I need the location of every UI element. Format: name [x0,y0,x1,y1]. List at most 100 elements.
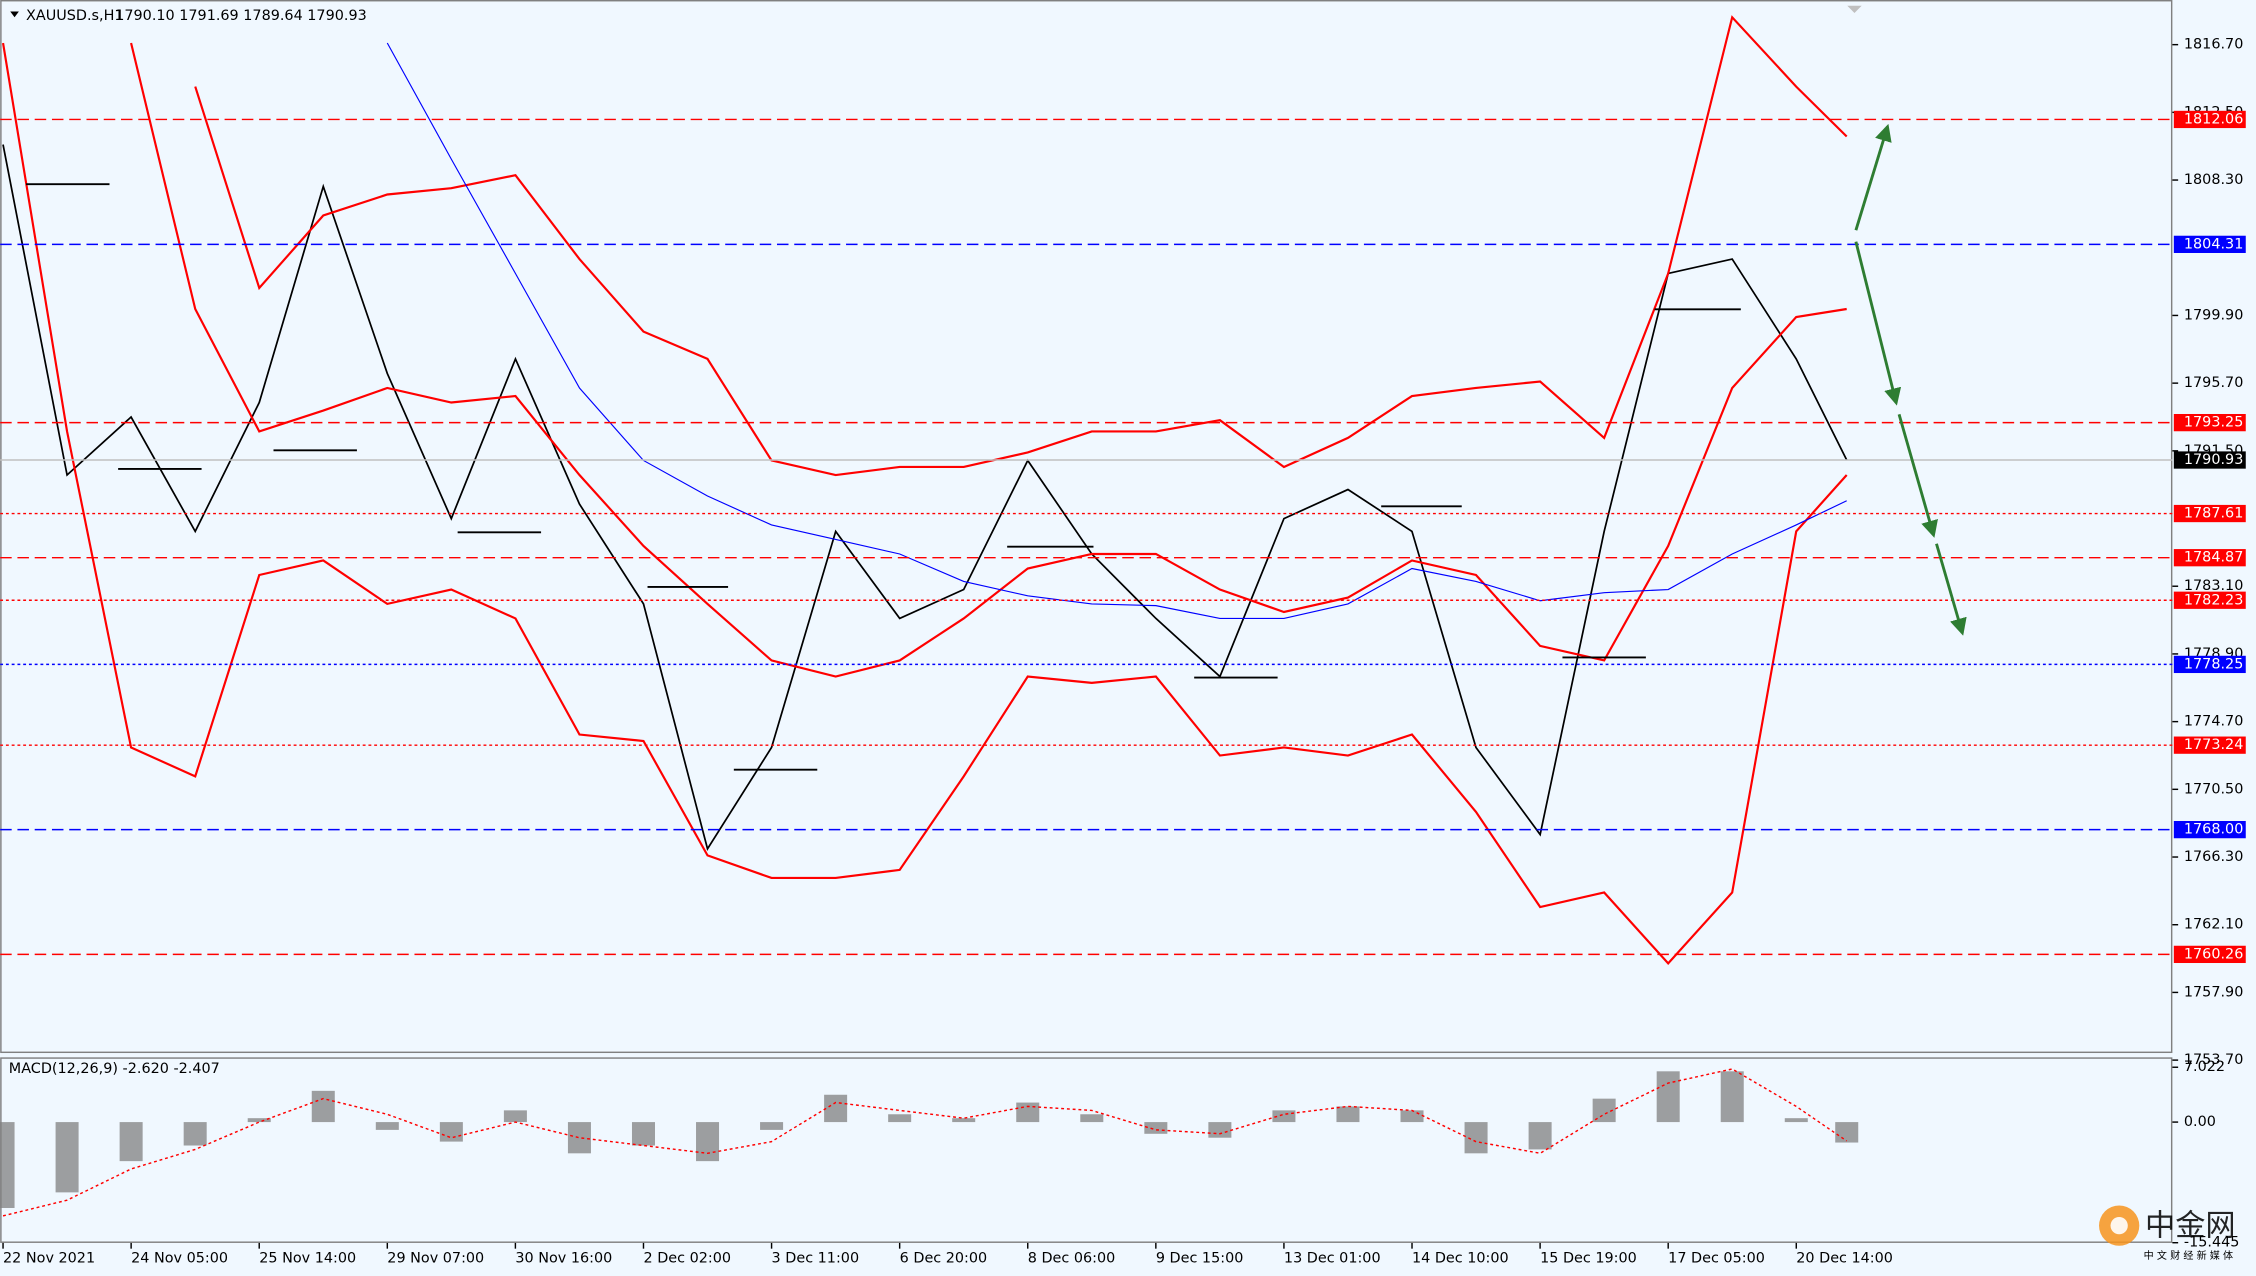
symbol: XAUUSD.s,H1 [26,8,124,24]
macd-bar [0,1122,15,1208]
x-tick-label: 17 Dec 05:00 [1668,1251,1765,1267]
macd-bar [183,1122,207,1146]
macd-bar [311,1090,335,1123]
ohlc: 1790.10 1791.69 1789.64 1790.93 [115,8,367,24]
level-label: 1784.87 [2184,550,2243,566]
macd-bar [55,1122,79,1193]
x-tick-label: 9 Dec 15:00 [1156,1251,1244,1267]
indicator-line [194,15,1848,477]
arrow-down [1935,543,1967,636]
arrow-down [1854,241,1902,406]
forecast-arrows [1854,123,1967,636]
level-label-box [2173,549,2246,567]
y-tick-label: 1783.10 [2184,578,2243,594]
y-tick-label: 0.00 [2184,1114,2216,1130]
pivot-lines [26,183,1741,771]
macd-bar [631,1122,655,1146]
level-label-box [2173,591,2246,609]
x-tick-label: 14 Dec 10:00 [1412,1251,1509,1267]
level-label-box [2173,413,2246,432]
level-label-box [2173,655,2246,674]
level-label-box [2173,736,2246,754]
macd-bar [1144,1122,1168,1134]
macd-bar [1208,1122,1232,1138]
level-label: 1773.24 [2184,737,2243,753]
y-tick-label: 1762.10 [2184,917,2243,933]
x-tick-label: 29 Nov 07:00 [387,1251,484,1267]
macd-bar [1784,1118,1808,1123]
level-label: 1778.25 [2184,656,2243,672]
arrow-up [1854,123,1892,231]
shift-marker [1847,5,1862,13]
logo-icon-inner [2110,1217,2128,1235]
level-label-box [2173,235,2246,253]
watermark-tagline: 中 文 财 经 新 媒 体 [2144,1249,2233,1262]
y-tick-label: 7.022 [2184,1059,2225,1075]
level-label: 1768.00 [2184,822,2243,838]
y-tick-label: 1774.70 [2184,714,2243,730]
level-label-box [2173,820,2246,839]
x-tick-label: 8 Dec 06:00 [1028,1251,1116,1267]
level-label: 1804.31 [2184,236,2243,252]
y-tick-label: 1753.70 [2184,1052,2243,1068]
y-tick-label: 1816.70 [2184,37,2243,53]
macd-bar [888,1114,912,1123]
x-tick-label: 13 Dec 01:00 [1284,1251,1381,1267]
macd-bar [247,1118,271,1123]
y-tick-label: 1770.50 [2184,781,2243,797]
price-label: 1790.93 [2184,452,2243,468]
level-label: 1812.06 [2184,111,2243,127]
x-tick-label: 6 Dec 20:00 [900,1251,988,1267]
watermark-logo: 中金网 [2145,1209,2236,1244]
macd-bar [1720,1071,1744,1123]
y-tick-label: 1795.70 [2184,375,2243,391]
x-tick-label: 15 Dec 19:00 [1540,1251,1637,1267]
x-tick-label: 3 Dec 11:00 [772,1251,860,1267]
macd-bar [119,1122,143,1162]
price-label-box [2173,451,2246,469]
level-label: 1793.25 [2184,415,2243,431]
level-label: 1760.26 [2184,946,2243,962]
menu-triangle[interactable] [10,11,19,18]
macd-bar [1080,1114,1104,1123]
y-tick-label: 1757.90 [2184,984,2243,1000]
y-tick-label: -15.445 [2184,1235,2240,1251]
main-panel-border [0,0,2173,1054]
indicator-line [386,42,1847,620]
y-tick-label: 1766.30 [2184,849,2243,865]
x-tick-label: 25 Nov 14:00 [259,1251,356,1267]
macd-bar [439,1122,463,1142]
macd-bar [1016,1102,1040,1123]
macd-bar [696,1122,720,1162]
level-label-box [2173,110,2246,129]
macd-bar [1656,1071,1680,1123]
level-label-box [2173,504,2246,523]
macd-bar [1464,1122,1488,1154]
macd-bar [1272,1110,1296,1123]
macd-bar [1835,1122,1859,1143]
macd-bar [1592,1098,1616,1123]
y-tick-label: 1808.30 [2184,172,2243,188]
arrow-down [1897,413,1938,538]
macd-bar [503,1110,527,1123]
x-tick-label: 22 Nov 2021 [3,1251,95,1267]
macd-bar [760,1122,784,1130]
indicator-line [1,42,1848,966]
level-label: 1782.23 [2184,592,2243,608]
macd-bar [1336,1106,1360,1123]
x-tick-label: 2 Dec 02:00 [643,1251,731,1267]
macd-bar [1400,1110,1424,1123]
macd-bar [567,1122,591,1154]
y-tick-label: 1799.90 [2184,307,2243,323]
macd-label: MACD(12,26,9) -2.620 -2.407 [9,1061,220,1077]
macd-bar [1528,1122,1552,1150]
level-label-box [2173,945,2246,964]
price-line [2,144,1848,852]
x-tick-label: 20 Dec 14:00 [1796,1251,1893,1267]
macd-bar [952,1118,976,1123]
x-tick-label: 24 Nov 05:00 [131,1251,228,1267]
x-tick-label: 30 Nov 16:00 [515,1251,612,1267]
